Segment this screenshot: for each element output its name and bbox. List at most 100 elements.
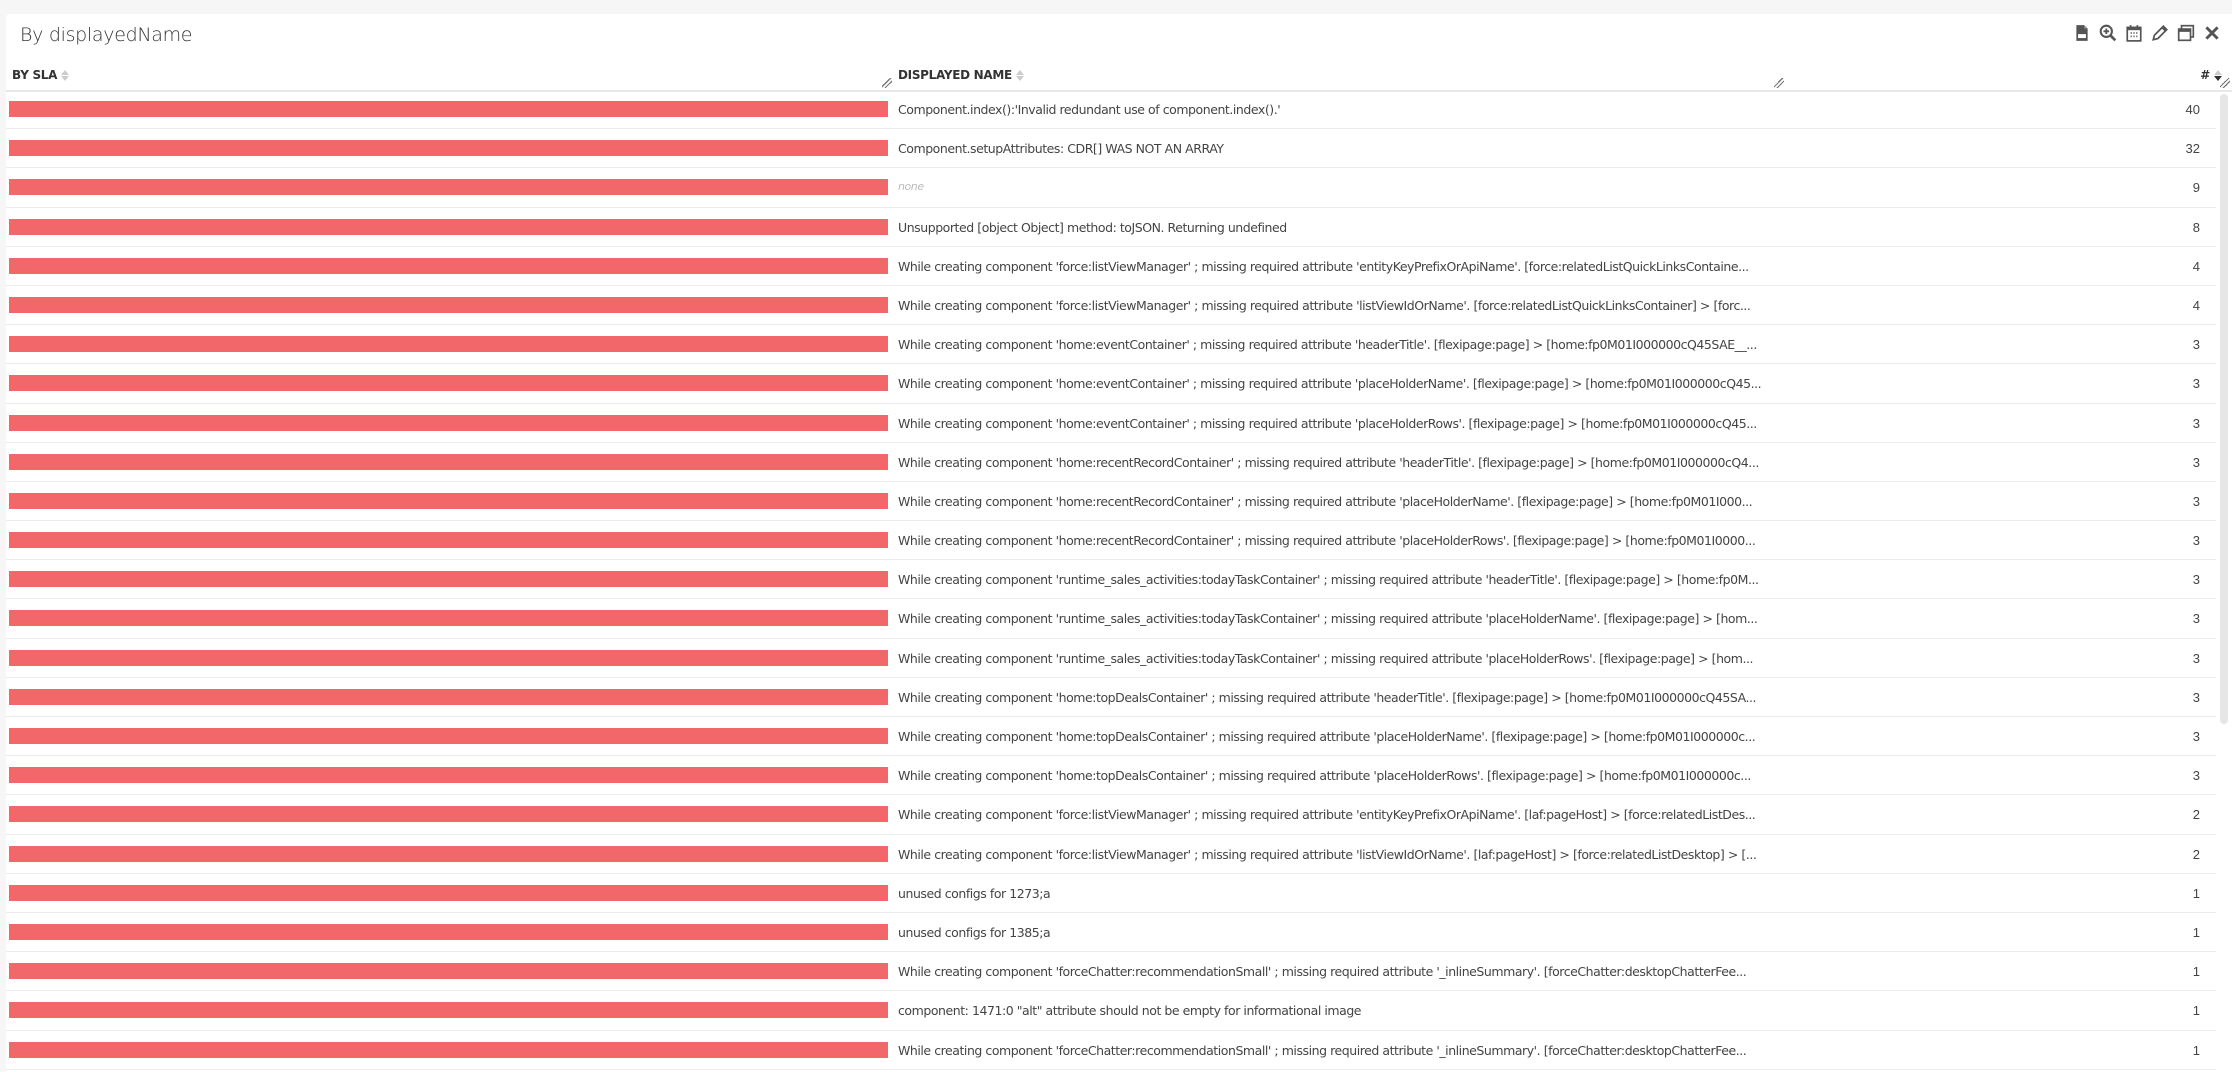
table-row[interactable]: While creating component 'home:topDealsC… (6, 678, 2216, 717)
displayed-name-cell: While creating component 'home:recentRec… (898, 454, 1759, 470)
table-row[interactable]: While creating component 'runtime_sales_… (6, 560, 2216, 600)
sla-bar[interactable] (9, 767, 888, 784)
sla-bar[interactable] (9, 414, 888, 431)
column-resize-handle[interactable] (882, 78, 892, 88)
sla-bar[interactable] (9, 806, 888, 823)
sla-bar[interactable] (9, 140, 888, 157)
table-body: Component.index():'Invalid redundant use… (6, 90, 2216, 1070)
sort-desc-icon[interactable] (2214, 69, 2222, 81)
sla-bar[interactable] (9, 532, 888, 549)
table-row[interactable]: While creating component 'runtime_sales_… (6, 599, 2216, 639)
table-row[interactable]: While creating component 'home:recentRec… (6, 521, 2216, 561)
count-cell: 3 (2192, 729, 2200, 744)
sla-bar[interactable] (9, 1041, 888, 1058)
count-cell: 9 (2192, 180, 2200, 196)
displayed-name-cell: While creating component 'home:eventCont… (898, 376, 1762, 392)
sort-icon[interactable] (61, 69, 70, 81)
count-cell: 2 (2192, 846, 2200, 862)
table-row[interactable]: While creating component 'home:eventCont… (6, 404, 2216, 443)
count-cell: 2 (2192, 807, 2200, 823)
sla-bar[interactable] (9, 257, 888, 274)
displayed-name-cell: While creating component 'forceChatter:r… (898, 1042, 1747, 1058)
table-row[interactable]: While creating component 'home:topDealsC… (6, 756, 2216, 796)
column-resize-handle[interactable] (1774, 78, 1784, 88)
table-row[interactable]: While creating component 'home:eventCont… (6, 325, 2216, 365)
table-row[interactable]: While creating component 'home:topDealsC… (6, 717, 2216, 757)
displayed-name-cell: component: 1471:0 "alt" attribute should… (898, 1003, 1362, 1019)
sla-bar[interactable] (9, 296, 888, 313)
column-header-by-sla[interactable]: BY SLA (12, 68, 70, 82)
table-row[interactable]: While creating component 'runtime_sales_… (6, 639, 2216, 678)
table-row[interactable]: While creating component 'forceChatter:r… (6, 952, 2216, 992)
table-row[interactable]: While creating component 'home:recentRec… (6, 482, 2216, 522)
widget-panel: By displayedName BY SLA DISPLAYED NAME #… (6, 14, 2232, 1072)
displayed-name-cell: While creating component 'home:eventCont… (898, 337, 1757, 353)
table-row[interactable]: Component.index():'Invalid redundant use… (6, 90, 2216, 130)
count-cell: 1 (2192, 885, 2200, 901)
table-row[interactable]: Component.setupAttributes: CDR[] WAS NOT… (6, 129, 2216, 169)
table-row[interactable]: unused configs for 1273;a 1 (6, 874, 2216, 913)
sla-bar[interactable] (9, 649, 888, 666)
sla-bar[interactable] (9, 336, 888, 353)
count-cell: 3 (2192, 689, 2200, 705)
sla-bar[interactable] (9, 728, 888, 744)
displayed-name-cell: While creating component 'runtime_sales_… (898, 611, 1758, 627)
column-header-count[interactable]: # (2200, 68, 2222, 82)
sla-bar[interactable] (9, 375, 888, 392)
column-label: DISPLAYED NAME (898, 68, 1012, 82)
count-cell: 3 (2192, 415, 2200, 431)
sla-bar[interactable] (9, 101, 888, 117)
count-cell: 1 (2192, 964, 2200, 980)
table-row[interactable]: While creating component 'home:eventCont… (6, 364, 2216, 404)
count-cell: 3 (2192, 572, 2200, 588)
count-cell: 3 (2192, 650, 2200, 666)
table-row[interactable]: While creating component 'force:listView… (6, 795, 2216, 835)
sla-bar[interactable] (9, 963, 888, 980)
table-row[interactable]: While creating component 'home:recentRec… (6, 443, 2216, 482)
window-icon[interactable] (2176, 23, 2196, 43)
sla-bar[interactable] (9, 1002, 888, 1019)
column-header-displayed-name[interactable]: DISPLAYED NAME (898, 68, 1024, 82)
displayed-name-cell: Unsupported [object Object] method: toJS… (898, 219, 1287, 235)
displayed-name-cell: While creating component 'home:topDealsC… (898, 689, 1757, 705)
table-row[interactable]: While creating component 'force:listView… (6, 286, 2216, 326)
table-row[interactable]: While creating component 'forceChatter:r… (6, 1031, 2216, 1070)
count-cell: 3 (2192, 337, 2200, 353)
sla-bar[interactable] (9, 492, 888, 509)
sort-icon[interactable] (1015, 69, 1024, 81)
displayed-name-cell: While creating component 'home:recentRec… (898, 493, 1753, 509)
sla-bar[interactable] (9, 179, 888, 196)
table-row[interactable]: none 9 (6, 168, 2216, 208)
calendar-icon[interactable] (2124, 23, 2144, 43)
displayed-name-cell: While creating component 'force:listView… (898, 297, 1751, 313)
sla-bar[interactable] (9, 571, 888, 588)
table-row[interactable]: component: 1471:0 "alt" attribute should… (6, 991, 2216, 1031)
table-header: BY SLA DISPLAYED NAME # (6, 54, 2232, 92)
sla-bar[interactable] (9, 453, 888, 470)
column-label: # (2200, 68, 2210, 82)
vertical-scrollbar[interactable] (2220, 94, 2228, 724)
column-resize-handle[interactable] (2220, 78, 2230, 88)
table-row[interactable]: Unsupported [object Object] method: toJS… (6, 208, 2216, 247)
count-cell: 4 (2192, 297, 2200, 313)
close-icon[interactable] (2202, 23, 2222, 43)
table-row[interactable]: While creating component 'force:listView… (6, 835, 2216, 874)
count-cell: 1 (2192, 1042, 2200, 1058)
displayed-name-cell: Component.index():'Invalid redundant use… (898, 102, 1281, 117)
count-cell: 3 (2192, 768, 2200, 784)
table-row[interactable]: While creating component 'force:listView… (6, 247, 2216, 286)
table-row[interactable]: unused configs for 1385;a 1 (6, 913, 2216, 953)
sla-bar[interactable] (9, 218, 888, 235)
pencil-icon[interactable] (2150, 23, 2170, 43)
sla-bar[interactable] (9, 610, 888, 627)
sla-bar[interactable] (9, 884, 888, 901)
displayed-name-cell: none (898, 180, 924, 194)
count-cell: 3 (2192, 376, 2200, 392)
sla-bar[interactable] (9, 923, 888, 940)
csv-export-icon[interactable] (2072, 23, 2092, 43)
sla-bar[interactable] (9, 688, 888, 705)
displayed-name-cell: While creating component 'runtime_sales_… (898, 572, 1759, 588)
sla-bar[interactable] (9, 845, 888, 862)
displayed-name-cell: While creating component 'force:listView… (898, 258, 1749, 274)
zoom-in-icon[interactable] (2098, 23, 2118, 43)
